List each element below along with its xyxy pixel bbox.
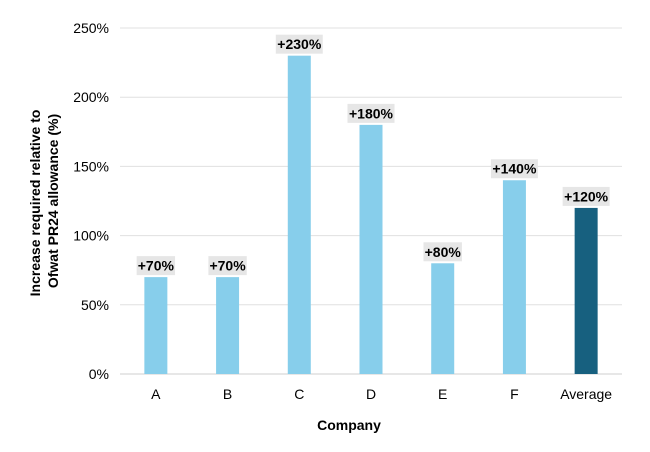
data-labels: +70% +70% +230% +180% +80% +140% +120% xyxy=(136,34,610,276)
y-tick-label: 150% xyxy=(73,158,109,174)
bars xyxy=(144,55,598,375)
data-label: +120% xyxy=(564,188,609,204)
x-tick-label: F xyxy=(510,386,519,402)
bar xyxy=(144,277,168,374)
y-tick-label: 200% xyxy=(73,89,109,105)
data-label-background xyxy=(136,256,176,276)
y-tick-label: 0% xyxy=(89,366,109,382)
bar xyxy=(431,263,455,374)
bar xyxy=(359,124,383,374)
bar xyxy=(574,207,598,374)
y-axis-title-line-2: Ofwat PR24 allowance (%) xyxy=(45,114,61,288)
bar xyxy=(216,277,240,374)
y-tick-label: 50% xyxy=(81,297,109,313)
data-label: +140% xyxy=(492,161,537,177)
bar xyxy=(287,55,311,375)
y-tick-label: 100% xyxy=(73,228,109,244)
bar xyxy=(502,180,526,374)
data-label-background xyxy=(275,34,323,54)
data-label-background xyxy=(423,242,462,262)
y-axis-title: Increase required relative to Ofwat PR24… xyxy=(27,106,61,297)
x-tick-label: D xyxy=(366,386,376,402)
x-tick-label: E xyxy=(438,386,447,402)
x-tick-label: A xyxy=(151,386,161,402)
data-label-background xyxy=(490,159,538,179)
x-tick-label: B xyxy=(223,386,232,402)
data-label: +80% xyxy=(425,244,462,260)
y-tick-label: 250% xyxy=(73,20,109,36)
x-tick-label: C xyxy=(294,386,304,402)
data-label: +180% xyxy=(349,105,394,121)
data-label: +70% xyxy=(138,258,175,274)
x-axis-title: Company xyxy=(317,417,381,433)
data-label-background xyxy=(347,103,395,123)
y-axis-ticks: 0% 50% 100% 150% 200% 250% xyxy=(73,20,109,382)
y-axis-title-line-1: Increase required relative to xyxy=(27,110,43,297)
data-label: +70% xyxy=(209,258,246,274)
x-tick-label: Average xyxy=(560,386,612,402)
data-label-background xyxy=(208,256,247,276)
x-axis-ticks: A B C D E F Average xyxy=(151,386,612,402)
data-label: +230% xyxy=(277,36,322,52)
data-label-background xyxy=(562,186,610,206)
